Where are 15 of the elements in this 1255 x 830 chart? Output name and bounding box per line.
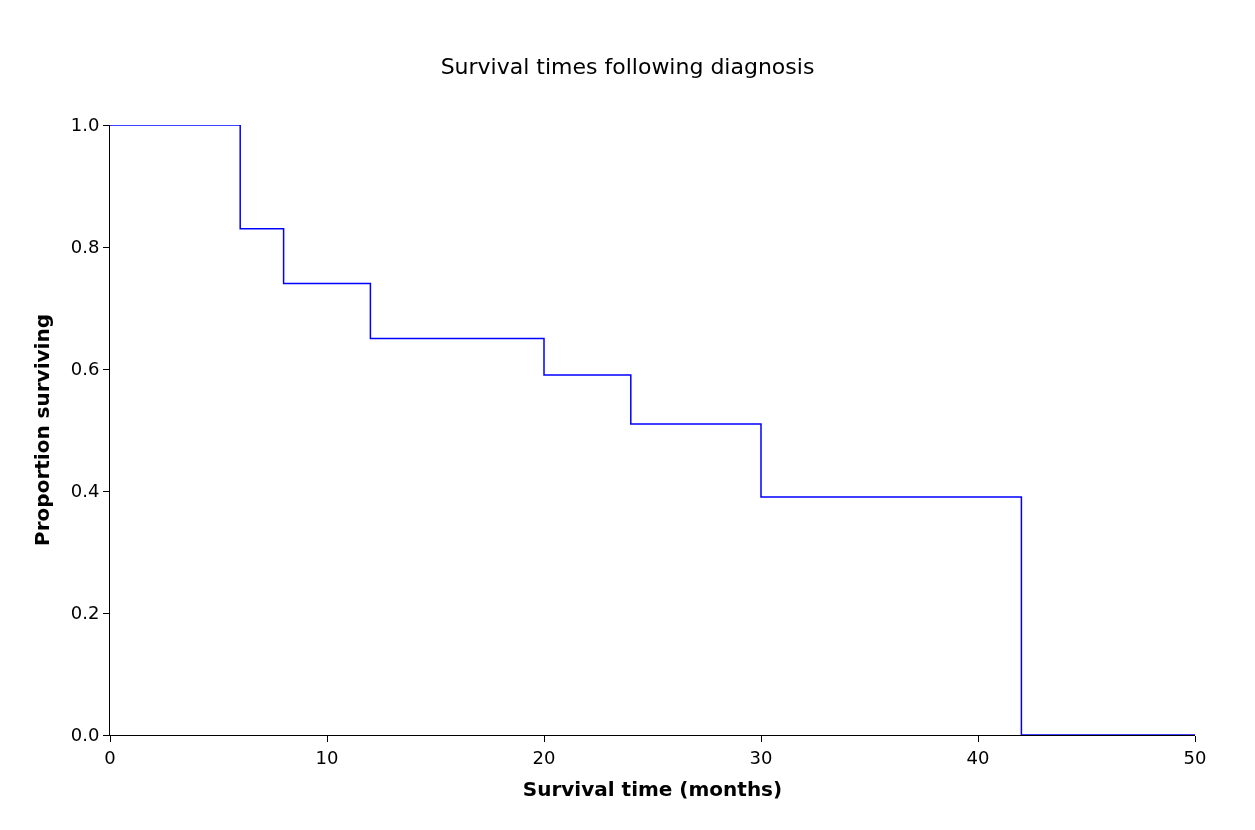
x-tick-label: 40 <box>966 746 990 768</box>
y-tick-label: 0.2 <box>70 602 100 624</box>
x-tick-label: 10 <box>315 746 339 768</box>
x-tick-label: 30 <box>749 746 773 768</box>
x-tick-label: 0 <box>104 746 116 768</box>
y-tick-label: 1.0 <box>70 114 100 136</box>
x-axis-title: Survival time (months) <box>522 777 783 802</box>
x-tick-label: 50 <box>1183 746 1207 768</box>
y-tick-label: 0.0 <box>70 724 100 746</box>
y-axis-title: Proportion surviving <box>30 314 55 546</box>
x-tick-label: 20 <box>532 746 556 768</box>
y-tick-label: 0.4 <box>70 480 100 502</box>
y-tick-label: 0.6 <box>70 358 100 380</box>
chart-title: Survival times following diagnosis <box>440 53 815 79</box>
y-tick-label: 0.8 <box>70 236 100 258</box>
